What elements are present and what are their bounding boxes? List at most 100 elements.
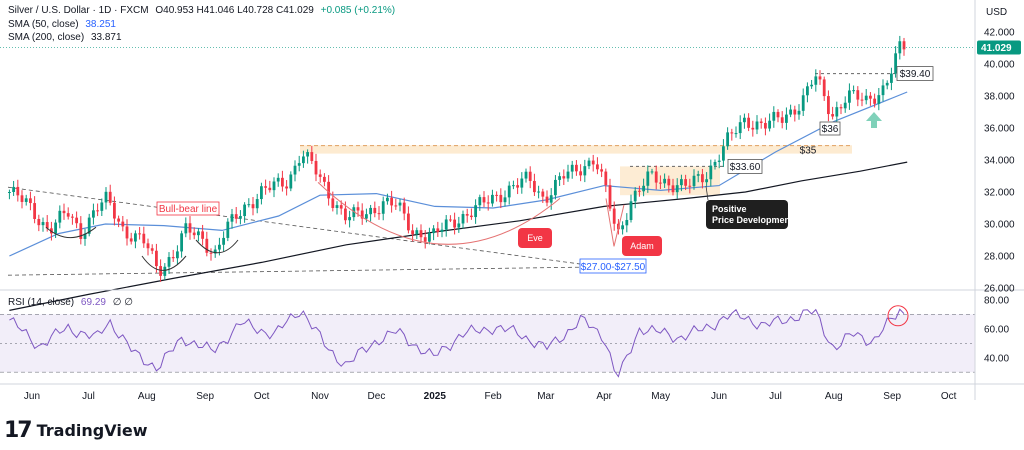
candle-body [507,185,511,198]
candle-body [848,90,851,103]
candle-body [520,178,524,188]
candle-body [201,231,205,239]
candle-body [831,114,835,117]
candle-body [516,185,520,188]
candle-body [465,214,469,216]
candle-body [310,152,314,161]
candle-body [789,109,793,115]
candle-body [663,178,667,184]
candle-body [440,229,444,232]
support-line [7,266,581,276]
candle-body [453,219,457,228]
level-36-box [819,121,841,136]
candle-body [688,185,692,187]
candle-body [562,176,566,179]
candle-body [302,156,305,164]
time-tick-label: Sep [196,391,214,402]
candle-body [192,232,196,236]
candle-body [24,198,28,202]
rsi-panel [0,305,975,378]
candle-body [650,171,654,173]
candle-body [470,215,473,218]
candle-body [134,233,137,242]
candle-body [591,160,595,165]
bull-bear-box [156,201,220,216]
candle-body [449,219,452,221]
candle-body [633,190,637,202]
candle-body [730,132,734,134]
bull-bear-line [7,186,581,265]
candle-body [423,237,427,242]
eve-badge [518,228,552,248]
candle-body [323,176,326,182]
candle-body [314,160,318,175]
candle-body [717,160,721,162]
rsi-line [9,308,905,378]
adam-badge [622,236,662,256]
candle-body [587,160,591,167]
candle-body [29,198,32,204]
candle-body [33,203,37,219]
candle-body [71,216,74,218]
candle-body [570,164,574,172]
candle-body [667,178,671,186]
candle-body [869,95,872,99]
candle-body [428,233,431,242]
candle-body [142,233,146,244]
zone-label: $27.00-$27.50 [581,262,646,273]
candle-body [801,95,805,111]
candle-body [629,201,633,220]
candle-body [41,222,45,226]
candle-body [621,225,625,230]
candle-body [96,210,100,212]
candle-body [839,107,843,109]
candle-body [646,171,650,186]
candle-body [113,202,116,219]
tradingview-logo-text: TradingView [36,421,148,440]
time-tick-label: Jul [769,391,782,402]
sma200-line [9,161,908,311]
candle-body [155,250,158,267]
candle-body [255,199,259,209]
candle-body [264,186,268,188]
sma200-label: SMA (200, close) [8,32,85,43]
candle-body [75,217,79,224]
candle-body [856,90,860,100]
time-tick-label: Jul [82,391,95,402]
candle-body [776,111,780,118]
candle-body [83,233,87,239]
candle-body [575,164,578,172]
candle-body [671,185,675,193]
candle-body [705,179,709,183]
rsi-tick-label: 80.00 [984,295,1009,306]
candlesticks [8,35,906,282]
sma50-value: 38.251 [85,19,116,30]
candle-body [818,76,822,80]
candle-body [16,186,20,196]
candle-body [8,192,11,193]
price-tick-label: 38.000 [984,92,1015,103]
time-tick-label: Apr [596,391,612,402]
sma50-path [9,91,908,257]
candle-body [524,171,528,179]
symbol-legend: Silver / U.S. Dollar · 1D · FXCM O40.953… [8,4,395,17]
candle-body [734,133,738,135]
bull-bear-label: Bull-bear line [159,204,218,215]
candle-body [150,248,154,251]
candle-body [638,190,641,192]
time-tick-label: Nov [311,391,329,402]
candle-body [600,169,604,172]
candle-body [680,179,683,186]
candle-body [369,207,373,215]
sma200-path [9,161,908,311]
tradingview-logo[interactable]: 17 TradingView [4,418,147,443]
candle-body [881,85,885,96]
candle-body [104,191,108,203]
adam-label: Adam [630,241,654,251]
axes: 42.000 40.000 38.000 36.000 34.000 32.000 30.0… [0,0,1024,402]
candle-body [713,161,717,166]
candle-body [293,165,297,175]
level-3940-label: $39.40 [900,69,931,80]
positive-callout-pointer [705,185,709,201]
